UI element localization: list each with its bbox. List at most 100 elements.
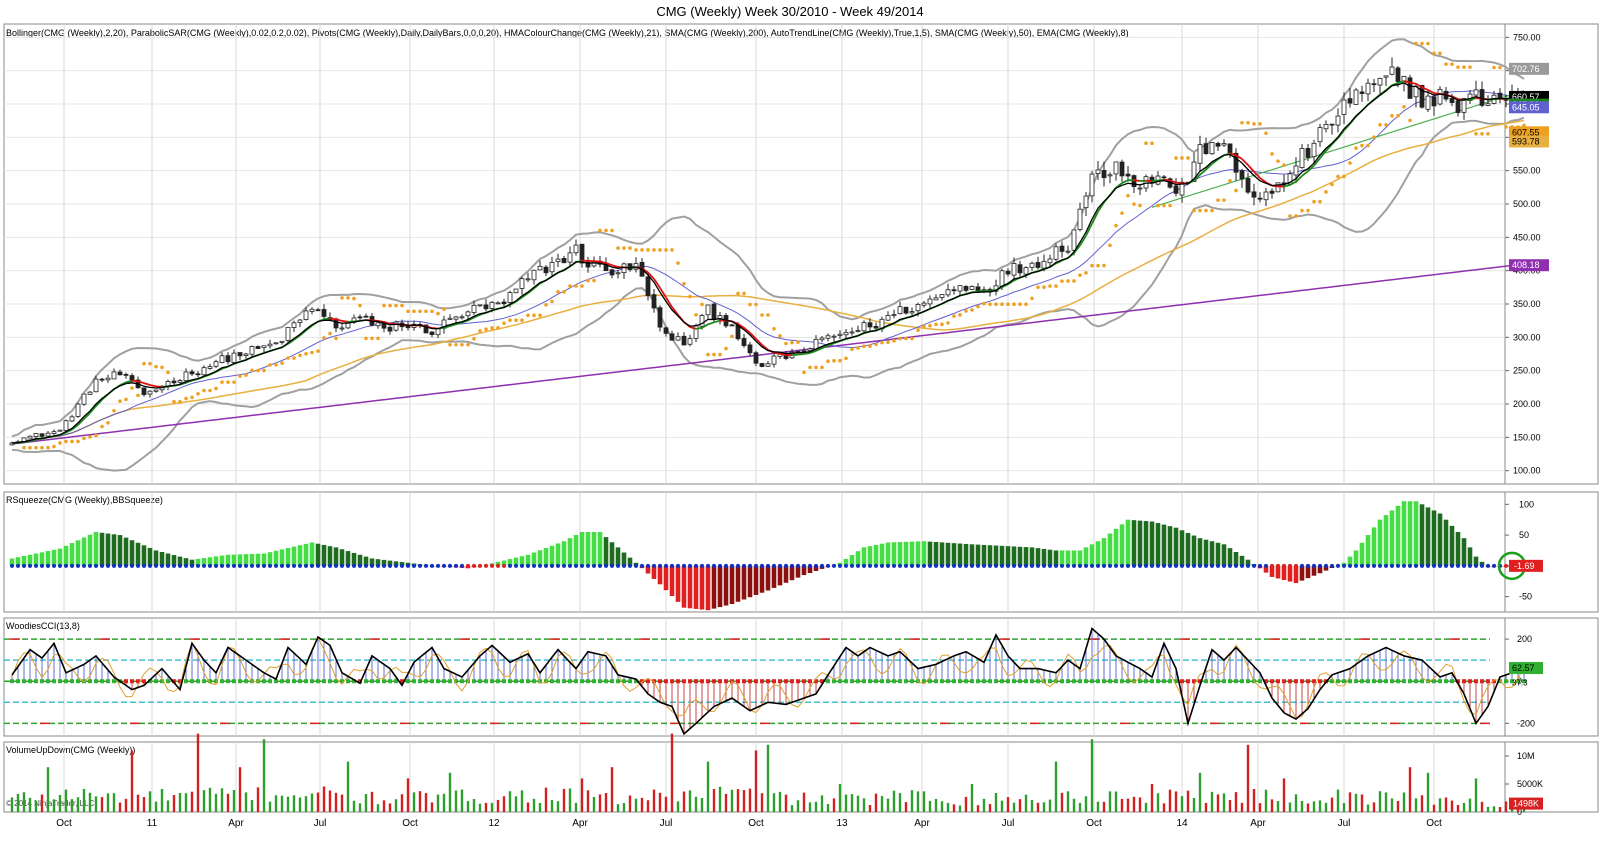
squeeze-bar <box>706 566 711 610</box>
volume-bar <box>1151 784 1153 812</box>
volume-bar <box>1043 802 1045 812</box>
sar-dot <box>256 369 260 373</box>
squeeze-bar <box>916 541 921 565</box>
squeeze-bar <box>790 566 795 580</box>
sar-dot <box>442 307 446 311</box>
volume-bar <box>1217 794 1219 812</box>
candle-up <box>676 337 680 340</box>
volume-bar <box>413 792 415 812</box>
squeeze-dot <box>682 564 686 568</box>
volume-bar <box>599 794 601 812</box>
cci-zero-marker <box>142 679 146 683</box>
cci-zero-marker <box>1240 679 1244 683</box>
volume-bar <box>1205 803 1207 812</box>
candle-down <box>226 356 230 362</box>
volume-bar <box>773 793 775 812</box>
volume-bar <box>455 791 457 812</box>
cci-zero-marker <box>106 679 110 683</box>
squeeze-dot <box>1396 564 1400 568</box>
volume-bar <box>695 797 697 812</box>
sar-dot <box>454 343 458 347</box>
volume-bar <box>851 794 853 812</box>
candle-up <box>1486 104 1490 106</box>
cci-zero-marker <box>1504 679 1508 683</box>
sar-dot <box>1420 42 1424 46</box>
squeeze-bar <box>76 540 81 566</box>
candle-up <box>1042 261 1046 268</box>
cci-zero-marker <box>718 679 722 683</box>
volume-bar <box>209 788 211 812</box>
squeeze-dot <box>622 564 626 568</box>
squeeze-bar <box>292 547 297 566</box>
sar-dot <box>1462 65 1466 69</box>
sar-dot <box>286 356 290 360</box>
squeeze-bar <box>322 545 327 566</box>
sar-dot <box>724 347 728 351</box>
volume-bar <box>551 800 553 812</box>
sar-dot <box>1168 204 1172 208</box>
squeeze-dot <box>112 564 116 568</box>
volume-bar <box>581 778 583 812</box>
candle-up <box>286 327 290 340</box>
squeeze-dot <box>226 564 230 568</box>
squeeze-bar <box>1372 527 1377 565</box>
cci-zero-marker <box>604 679 608 683</box>
candle-down <box>1126 174 1130 176</box>
squeeze-dot <box>352 564 356 568</box>
cci-zero-marker <box>232 679 236 683</box>
squeeze-dot <box>1462 564 1466 568</box>
sar-dot <box>1372 135 1376 139</box>
volume-bar <box>59 795 61 812</box>
sar-dot <box>1480 132 1484 136</box>
squeeze-bar <box>904 542 909 566</box>
volume-bar <box>485 803 487 812</box>
squeeze-dot <box>1258 564 1262 568</box>
candle-up <box>1294 166 1298 175</box>
volume-bar <box>425 793 427 812</box>
volume-bar <box>1469 799 1471 812</box>
candle-down <box>1498 93 1502 97</box>
sar-dot <box>1084 271 1088 275</box>
squeeze-dot <box>772 564 776 568</box>
squeeze-dot <box>1198 564 1202 568</box>
volume-bar <box>1199 773 1201 812</box>
cci-zero-marker <box>436 679 440 683</box>
cci-zero-marker <box>802 679 806 683</box>
squeeze-dot <box>976 564 980 568</box>
hma-segment <box>594 261 600 262</box>
candle-down <box>1306 148 1310 157</box>
cci-zero-marker <box>226 679 230 683</box>
sar-dot <box>1300 209 1304 213</box>
squeeze-bar <box>46 551 51 566</box>
sar-dot <box>100 425 104 429</box>
cci-tick-label: 200 <box>1517 634 1532 644</box>
candle-up <box>202 368 206 375</box>
squeeze-dot <box>1186 564 1190 568</box>
sar-dot <box>754 303 758 307</box>
sar-dot <box>850 347 854 351</box>
squeeze-dot <box>1300 564 1304 568</box>
sar-dot <box>244 373 248 377</box>
squeeze-dot <box>1378 564 1382 568</box>
candle-up <box>262 346 266 348</box>
squeeze-dot <box>244 564 248 568</box>
squeeze-dot <box>1120 564 1124 568</box>
squeeze-dot <box>388 564 392 568</box>
volume-bar <box>539 803 541 812</box>
squeeze-dot <box>568 564 572 568</box>
squeeze-bar <box>1102 538 1107 566</box>
cci-zero-marker <box>1276 679 1280 683</box>
squeeze-bar <box>550 546 555 566</box>
volume-bar <box>659 793 661 812</box>
cci-zero-marker <box>1378 679 1382 683</box>
squeeze-dot <box>1036 564 1040 568</box>
squeeze-dot <box>436 564 440 568</box>
squeeze-dot <box>1456 564 1460 568</box>
volume-bar <box>161 789 163 812</box>
squeeze-dot <box>832 564 836 568</box>
squeeze-bar <box>1210 541 1215 566</box>
sar-dot <box>808 366 812 370</box>
sar-dot <box>1174 156 1178 160</box>
squeeze-bar <box>1096 541 1101 566</box>
squeeze-tick-label: -50 <box>1519 592 1532 602</box>
